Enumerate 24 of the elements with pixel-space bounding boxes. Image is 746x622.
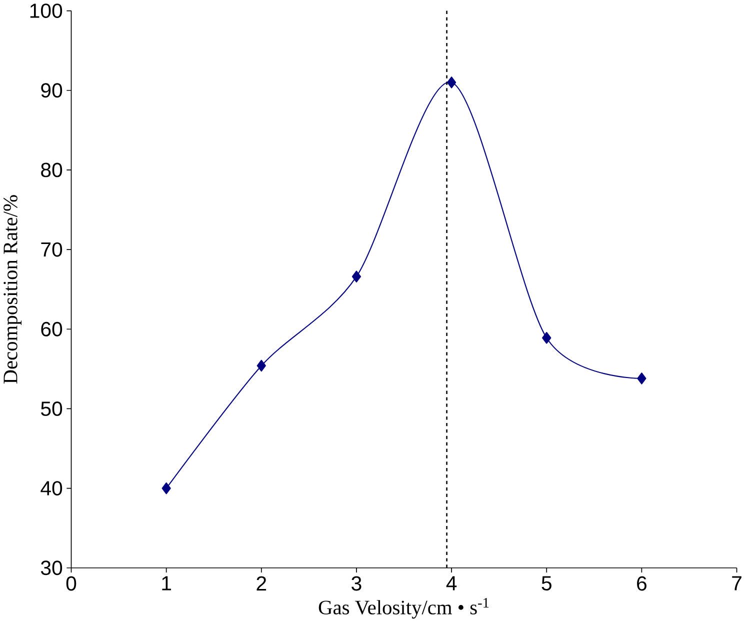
x-tick-label: 2 [256, 576, 266, 590]
y-axis-title: Decomposition Rate/% [4, 195, 22, 384]
y-tick-label: 30 [40, 560, 62, 575]
y-tick-label: 90 [41, 83, 62, 98]
y-tick-label: 70 [41, 242, 62, 257]
x-tick-label: 6 [637, 576, 646, 591]
y-tick-label: 40 [40, 480, 62, 496]
point [542, 332, 552, 344]
y-tick-label: 100 [30, 3, 62, 18]
y-tick-label: 50 [41, 401, 62, 416]
x-tick-label: 0 [66, 576, 76, 591]
y-tick-label: 80 [41, 162, 62, 178]
x-tick-label: 1 [162, 576, 171, 590]
x-tick-label: 7 [732, 576, 742, 590]
point [162, 482, 171, 494]
point [446, 76, 456, 88]
x-tick-label: 4 [446, 576, 457, 590]
x-tick-label: 3 [352, 576, 362, 591]
x-axis-title: Gas Velosity/cm • s$^{-1}$ [318, 598, 489, 619]
point [256, 360, 266, 372]
y-tick-label: 60 [41, 322, 62, 336]
point [352, 270, 362, 282]
point [637, 372, 646, 384]
x-tick-label: 5 [542, 576, 552, 590]
